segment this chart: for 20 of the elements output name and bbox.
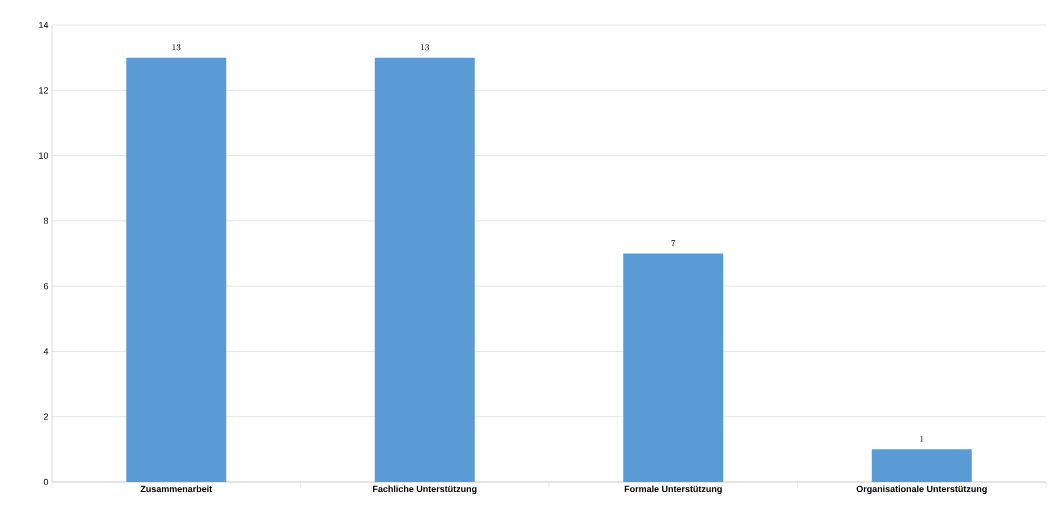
y-tick-label: 8 — [43, 217, 49, 225]
y-tick-label: 10 — [39, 152, 49, 159]
data-label: 13 — [420, 44, 429, 51]
bar — [126, 57, 227, 482]
data-label: 1 — [920, 435, 924, 442]
x-tick-label: Organisationale Unterstützung — [856, 485, 987, 494]
bar — [623, 253, 724, 482]
y-tick-label: 14 — [39, 21, 49, 29]
y-tick-label: 2 — [43, 413, 49, 420]
y-tick-label: 6 — [43, 282, 49, 290]
y-tick-label: 0 — [43, 478, 49, 486]
x-tick-label: Fachliche Unterstützung — [373, 485, 477, 494]
y-tick-label: 4 — [43, 348, 49, 355]
x-tick-label: Formale Unterstützung — [624, 485, 722, 494]
y-tick-label: 12 — [39, 87, 49, 94]
data-label: 13 — [172, 44, 181, 51]
data-label: 7 — [671, 239, 676, 247]
x-tick-label: Zusammenarbeit — [140, 485, 213, 493]
bar — [871, 449, 972, 482]
bar — [374, 57, 475, 482]
